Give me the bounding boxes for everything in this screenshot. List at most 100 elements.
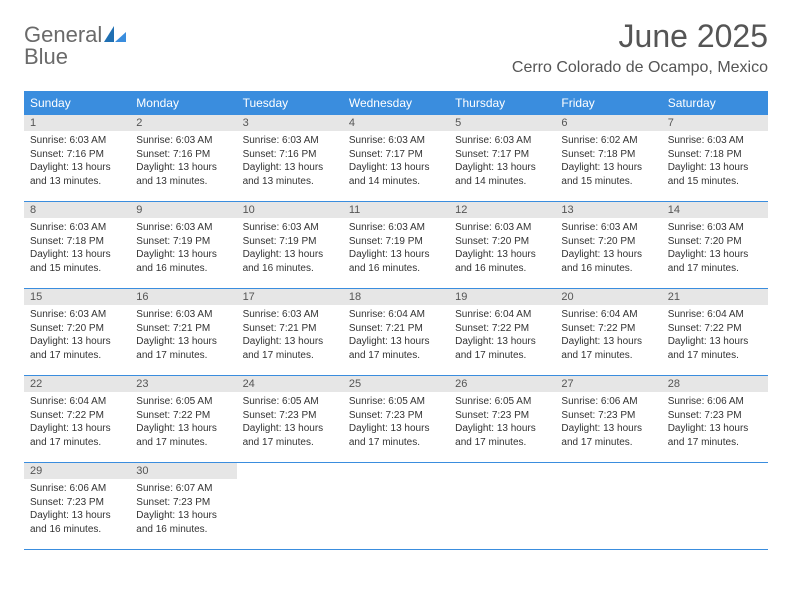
daylight-text: Daylight: 13 hours <box>243 248 337 262</box>
daylight-text: Daylight: 13 hours <box>455 161 549 175</box>
week-row: 1Sunrise: 6:03 AMSunset: 7:16 PMDaylight… <box>24 115 768 202</box>
sunset-text: Sunset: 7:23 PM <box>455 409 549 423</box>
header: General Blue June 2025 Cerro Colorado de… <box>24 18 768 77</box>
daylight-text: Daylight: 13 hours <box>136 422 230 436</box>
daylight-text: and 17 minutes. <box>349 349 443 363</box>
sunrise-text: Sunrise: 6:03 AM <box>243 308 337 322</box>
daylight-text: and 17 minutes. <box>243 349 337 363</box>
day-number: 5 <box>449 115 555 131</box>
day-number: 29 <box>24 463 130 479</box>
sunrise-text: Sunrise: 6:05 AM <box>349 395 443 409</box>
daylight-text: and 14 minutes. <box>455 175 549 189</box>
daylight-text: and 17 minutes. <box>668 436 762 450</box>
sunrise-text: Sunrise: 6:03 AM <box>455 221 549 235</box>
sunset-text: Sunset: 7:23 PM <box>349 409 443 423</box>
day-number: 20 <box>555 289 661 305</box>
sunset-text: Sunset: 7:18 PM <box>30 235 124 249</box>
daylight-text: Daylight: 13 hours <box>136 248 230 262</box>
day-cell: 10Sunrise: 6:03 AMSunset: 7:19 PMDayligh… <box>237 202 343 288</box>
logo-text-block: General Blue <box>24 24 126 68</box>
sunrise-text: Sunrise: 6:04 AM <box>30 395 124 409</box>
day-cell: 30Sunrise: 6:07 AMSunset: 7:23 PMDayligh… <box>130 463 236 549</box>
sunset-text: Sunset: 7:22 PM <box>455 322 549 336</box>
sunset-text: Sunset: 7:23 PM <box>561 409 655 423</box>
sunrise-text: Sunrise: 6:04 AM <box>668 308 762 322</box>
daylight-text: Daylight: 13 hours <box>668 335 762 349</box>
sunrise-text: Sunrise: 6:03 AM <box>30 134 124 148</box>
daylight-text: Daylight: 13 hours <box>455 335 549 349</box>
week-row: 22Sunrise: 6:04 AMSunset: 7:22 PMDayligh… <box>24 376 768 463</box>
day-cell: 15 Sunrise: 6:03 AMSunset: 7:20 PMDayligh… <box>24 289 130 375</box>
weekday-header: Wednesday <box>343 91 449 115</box>
daylight-text: Daylight: 13 hours <box>30 335 124 349</box>
day-cell: 17Sunrise: 6:03 AMSunset: 7:21 PMDayligh… <box>237 289 343 375</box>
day-cell: 27Sunrise: 6:06 AMSunset: 7:23 PMDayligh… <box>555 376 661 462</box>
day-number: 10 <box>237 202 343 218</box>
sunrise-text: Sunrise: 6:03 AM <box>136 134 230 148</box>
sunrise-text: Sunrise: 6:06 AM <box>668 395 762 409</box>
calendar-grid: Sunday Monday Tuesday Wednesday Thursday… <box>24 91 768 550</box>
weekday-header-row: Sunday Monday Tuesday Wednesday Thursday… <box>24 91 768 115</box>
sunrise-text: Sunrise: 6:03 AM <box>136 221 230 235</box>
daylight-text: and 13 minutes. <box>243 175 337 189</box>
sunset-text: Sunset: 7:17 PM <box>349 148 443 162</box>
day-cell: 7Sunrise: 6:03 AMSunset: 7:18 PMDaylight… <box>662 115 768 201</box>
day-cell: 28Sunrise: 6:06 AMSunset: 7:23 PMDayligh… <box>662 376 768 462</box>
daylight-text: and 13 minutes. <box>30 175 124 189</box>
day-number: 13 <box>555 202 661 218</box>
sunset-text: Sunset: 7:19 PM <box>349 235 443 249</box>
sunrise-text: Sunrise: 6:03 AM <box>668 134 762 148</box>
day-cell: 18Sunrise: 6:04 AMSunset: 7:21 PMDayligh… <box>343 289 449 375</box>
daylight-text: Daylight: 13 hours <box>349 335 443 349</box>
day-number: 21 <box>662 289 768 305</box>
sunrise-text: Sunrise: 6:04 AM <box>561 308 655 322</box>
daylight-text: Daylight: 13 hours <box>243 335 337 349</box>
daylight-text: Daylight: 13 hours <box>349 161 443 175</box>
day-number: 17 <box>237 289 343 305</box>
location-label: Cerro Colorado de Ocampo, Mexico <box>512 59 768 77</box>
day-cell: 26Sunrise: 6:05 AMSunset: 7:23 PMDayligh… <box>449 376 555 462</box>
empty-cell <box>343 463 449 549</box>
sunset-text: Sunset: 7:20 PM <box>30 322 124 336</box>
day-cell: 1Sunrise: 6:03 AMSunset: 7:16 PMDaylight… <box>24 115 130 201</box>
day-cell: 29Sunrise: 6:06 AMSunset: 7:23 PMDayligh… <box>24 463 130 549</box>
day-number: 16 <box>130 289 236 305</box>
day-cell: 22Sunrise: 6:04 AMSunset: 7:22 PMDayligh… <box>24 376 130 462</box>
sunrise-text: Sunrise: 6:06 AM <box>561 395 655 409</box>
sunset-text: Sunset: 7:20 PM <box>455 235 549 249</box>
weekday-header: Friday <box>555 91 661 115</box>
sunrise-text: Sunrise: 6:03 AM <box>243 134 337 148</box>
sunrise-text: Sunrise: 6:07 AM <box>136 482 230 496</box>
daylight-text: Daylight: 13 hours <box>30 161 124 175</box>
day-number: 14 <box>662 202 768 218</box>
day-cell: 8Sunrise: 6:03 AMSunset: 7:18 PMDaylight… <box>24 202 130 288</box>
daylight-text: and 17 minutes. <box>668 349 762 363</box>
day-number: 8 <box>24 202 130 218</box>
sunset-text: Sunset: 7:22 PM <box>668 322 762 336</box>
week-row: 29Sunrise: 6:06 AMSunset: 7:23 PMDayligh… <box>24 463 768 550</box>
daylight-text: Daylight: 13 hours <box>455 248 549 262</box>
day-cell: 19Sunrise: 6:04 AMSunset: 7:22 PMDayligh… <box>449 289 555 375</box>
daylight-text: Daylight: 13 hours <box>455 422 549 436</box>
day-cell: 11Sunrise: 6:03 AMSunset: 7:19 PMDayligh… <box>343 202 449 288</box>
daylight-text: and 16 minutes. <box>349 262 443 276</box>
daylight-text: Daylight: 13 hours <box>668 422 762 436</box>
day-cell: 13Sunrise: 6:03 AMSunset: 7:20 PMDayligh… <box>555 202 661 288</box>
daylight-text: and 17 minutes. <box>561 349 655 363</box>
day-number: 15 <box>24 289 130 305</box>
daylight-text: Daylight: 13 hours <box>30 248 124 262</box>
daylight-text: and 17 minutes. <box>668 262 762 276</box>
daylight-text: and 14 minutes. <box>349 175 443 189</box>
sunrise-text: Sunrise: 6:03 AM <box>668 221 762 235</box>
sunset-text: Sunset: 7:20 PM <box>668 235 762 249</box>
day-number: 30 <box>130 463 236 479</box>
sunrise-text: Sunrise: 6:03 AM <box>561 221 655 235</box>
day-number: 18 <box>343 289 449 305</box>
sunrise-text: Sunrise: 6:03 AM <box>30 308 124 322</box>
sunset-text: Sunset: 7:19 PM <box>243 235 337 249</box>
sunset-text: Sunset: 7:16 PM <box>136 148 230 162</box>
brand-part2: Blue <box>24 46 126 68</box>
day-number: 28 <box>662 376 768 392</box>
sunset-text: Sunset: 7:16 PM <box>243 148 337 162</box>
day-number: 25 <box>343 376 449 392</box>
